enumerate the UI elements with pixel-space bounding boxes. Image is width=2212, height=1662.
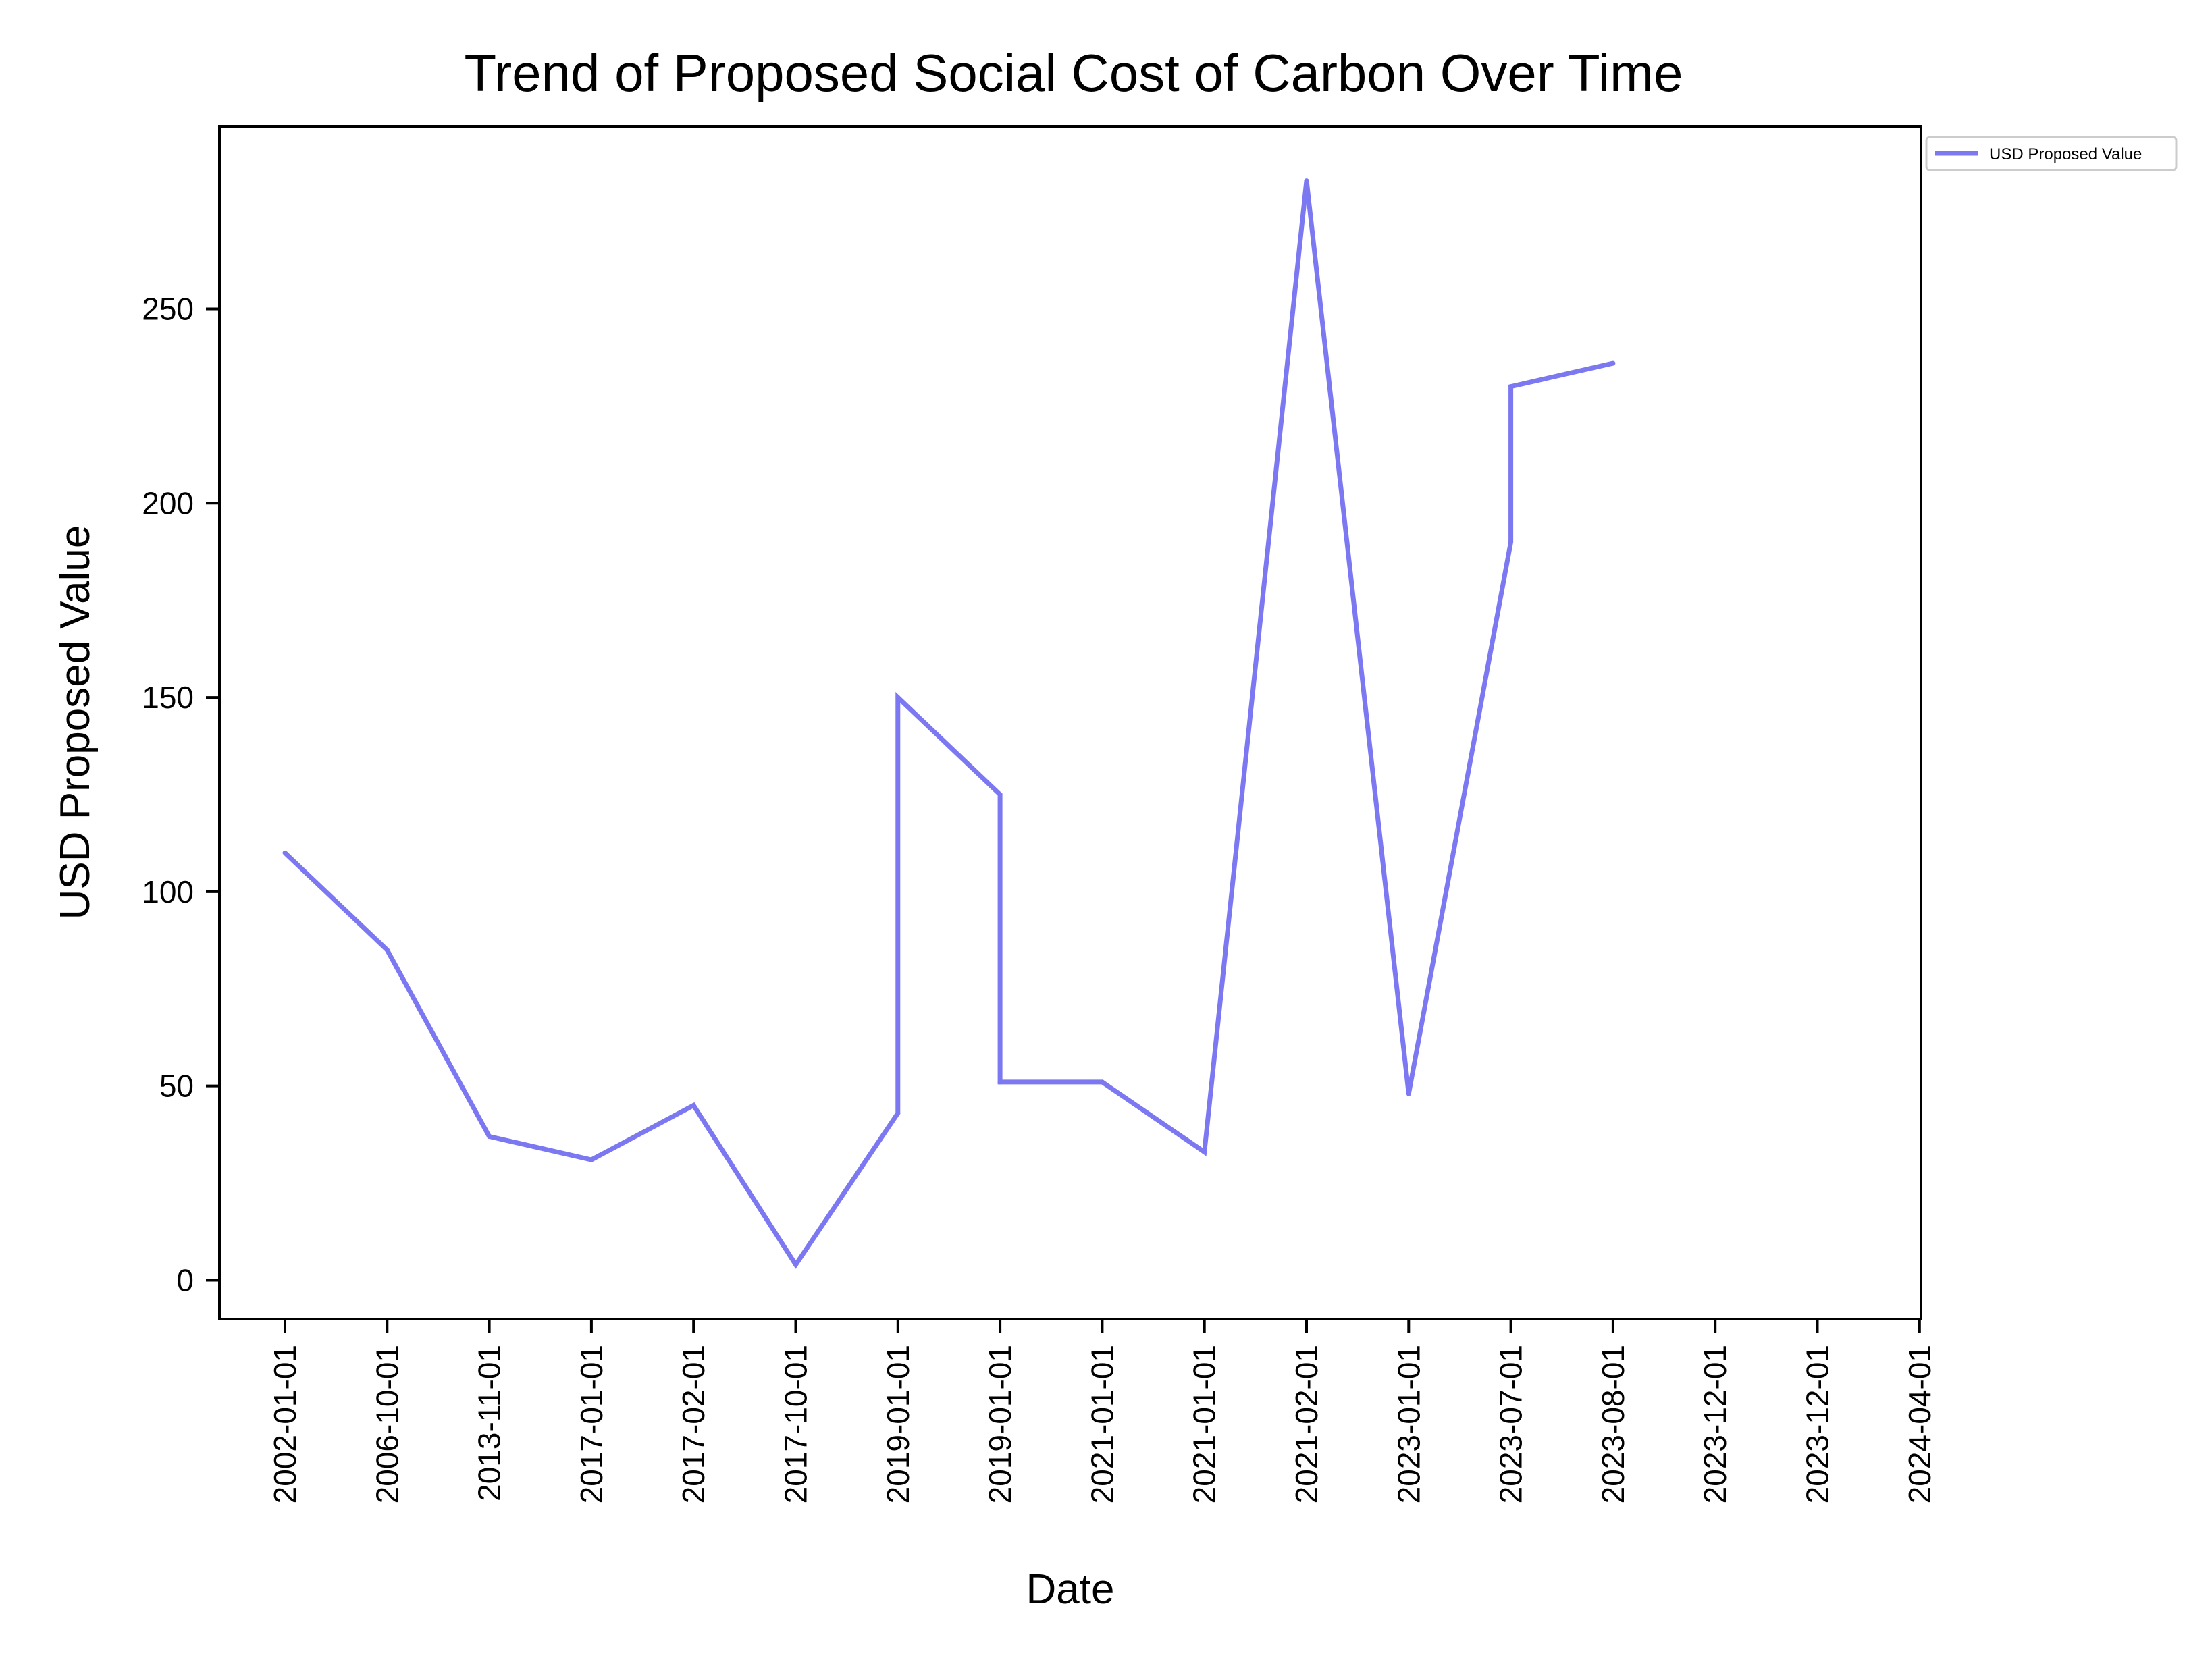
x-axis-label: Date [1026,1566,1115,1613]
data-point [895,695,901,700]
y-tick-label: 150 [142,680,194,715]
data-point [895,1110,901,1116]
legend: USD Proposed Value [1925,136,2178,171]
plot-area [282,178,1616,1269]
data-point [1202,1150,1207,1155]
legend-label-usd-proposed-value: USD Proposed Value [1989,145,2142,163]
x-tick-label: 2023-12-01 [1800,1345,1835,1503]
plot-frame [218,125,1922,1320]
data-point [282,850,288,855]
x-tick-label: 2019-01-01 [982,1345,1018,1503]
x-tick-label: 2021-01-01 [1187,1345,1222,1503]
y-tick-label: 100 [142,874,194,909]
x-tick-label: 2017-02-01 [676,1345,711,1503]
y-axis-label: USD Proposed Value [52,525,99,920]
data-point [384,947,390,953]
x-tick-label: 2006-10-01 [369,1345,404,1503]
legend-box [1925,136,2178,171]
y-tick-label: 50 [159,1069,194,1104]
x-tick-label: 2021-02-01 [1289,1345,1324,1503]
x-tick-label: 2023-08-01 [1596,1345,1631,1503]
x-tick-label: 2023-07-01 [1494,1345,1529,1503]
data-point [793,1262,798,1267]
data-point [589,1157,594,1162]
x-tick-label: 2017-10-01 [779,1345,814,1503]
data-point [1508,539,1514,545]
chart-title: Trend of Proposed Social Cost of Carbon … [465,43,1683,103]
x-tick-label: 2021-01-01 [1084,1345,1120,1503]
data-point [1406,1091,1411,1096]
x-tick-label: 2013-11-01 [472,1345,507,1501]
data-point [487,1133,492,1139]
data-point [1304,178,1309,184]
data-point [1508,384,1514,390]
data-point [691,1102,696,1108]
x-tick-label: 2023-12-01 [1697,1345,1733,1503]
x-tick-label: 2024-04-01 [1902,1345,1937,1503]
y-tick-label: 200 [142,485,194,520]
data-point [1610,360,1616,366]
x-axis: 2002-01-01 2006-10-01 2013-11-01 2017-01-01… [267,1319,1937,1503]
data-point [997,1079,1003,1085]
data-point [997,792,1003,797]
x-tick-label: 2019-01-01 [880,1345,916,1503]
x-tick-label: 2002-01-01 [267,1345,302,1503]
y-tick-label: 0 [176,1262,194,1297]
x-tick-label: 2023-01-01 [1391,1345,1426,1503]
y-tick-label: 250 [142,292,194,327]
data-point [1099,1079,1105,1085]
y-axis: 0 50 100 150 200 250 [142,292,219,1297]
x-tick-label: 2017-01-01 [574,1345,609,1503]
